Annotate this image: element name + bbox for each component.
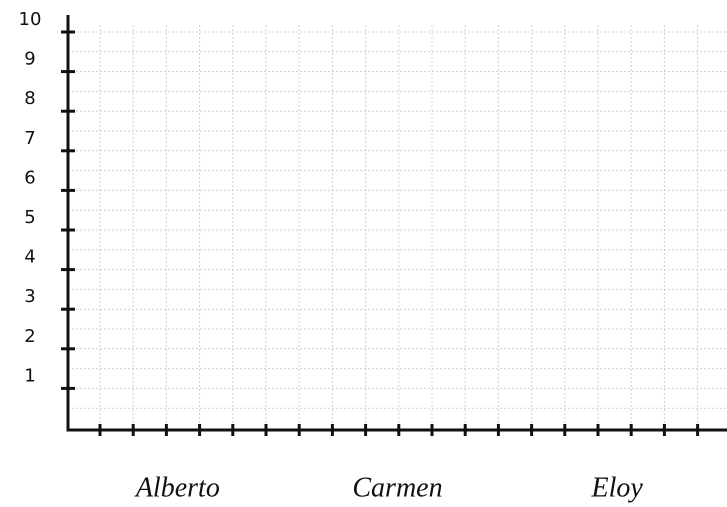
y-tick-label: 9 xyxy=(24,49,35,70)
y-tick-label: 8 xyxy=(24,88,35,109)
y-tick-label: 10 xyxy=(19,9,42,30)
x-tick-label: Carmen xyxy=(352,472,442,503)
y-tick-label: 6 xyxy=(24,167,35,188)
grid-background xyxy=(68,25,727,430)
y-tick-label: 1 xyxy=(24,365,35,386)
y-tick-label: 4 xyxy=(24,247,35,268)
y-tick-label: 7 xyxy=(24,128,35,149)
y-tick-label: 2 xyxy=(24,326,35,347)
x-tick-label: Alberto xyxy=(134,472,220,503)
x-tick-label: Eloy xyxy=(591,472,644,503)
y-tick-label: 5 xyxy=(24,207,35,228)
y-tick-label: 3 xyxy=(24,286,35,307)
